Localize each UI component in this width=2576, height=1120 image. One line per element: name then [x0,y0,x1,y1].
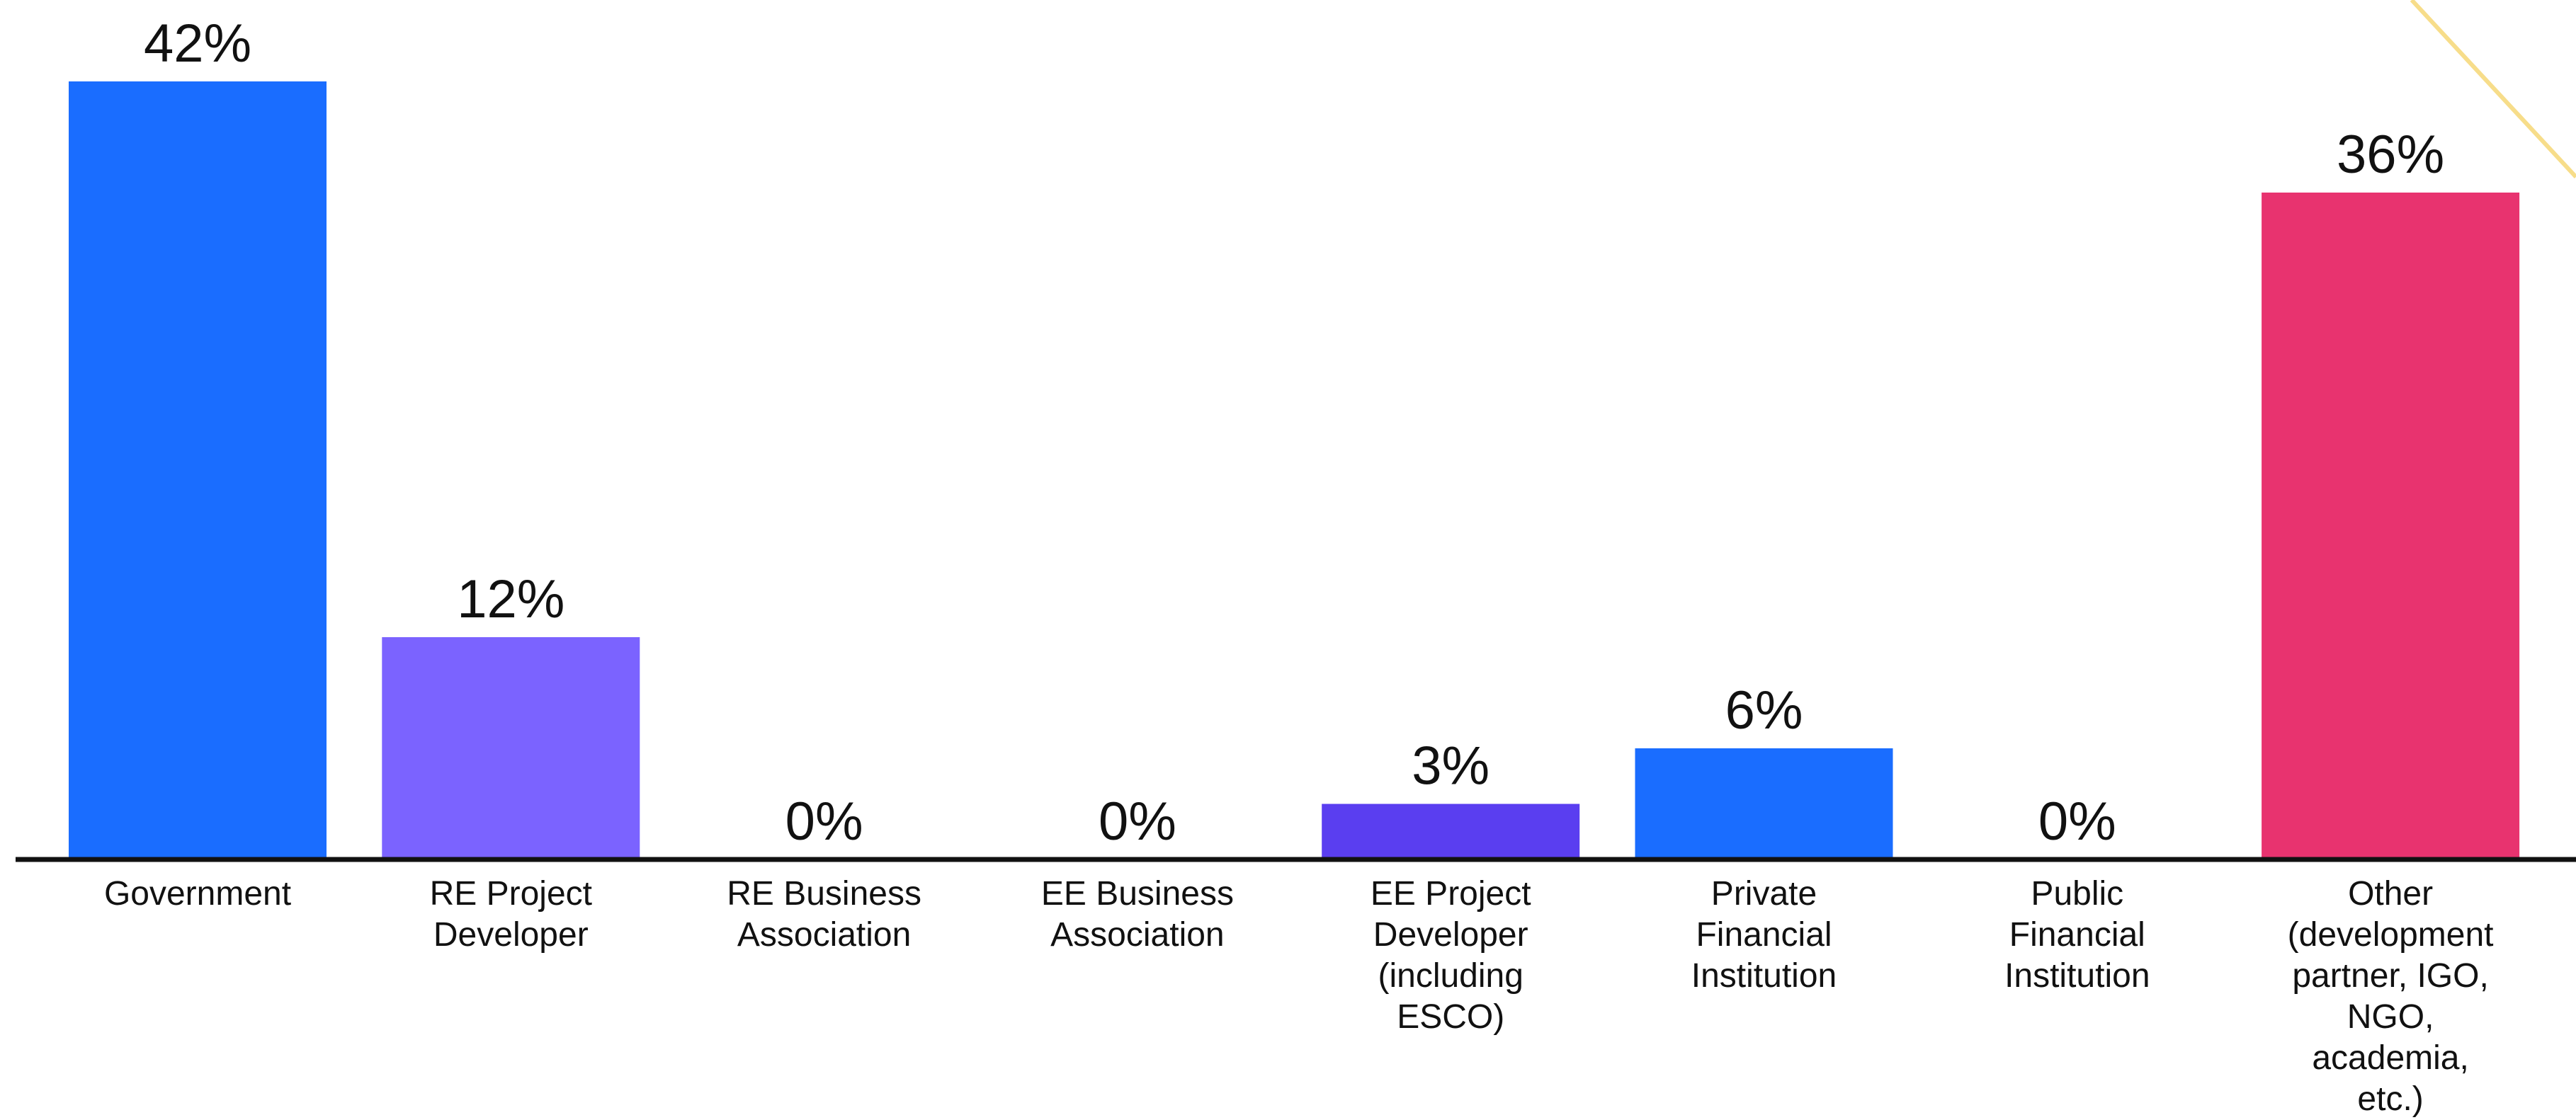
data-label-public: 0% [2038,792,2116,852]
category-label-ee-business: EE Business Association [1041,875,1234,954]
data-label-other: 36% [2337,125,2444,185]
data-label-private: 6% [1725,680,1803,741]
bar-private [1635,748,1893,859]
category-label-re-project: RE Project Developer [430,875,592,954]
bar-ee-project [1322,804,1580,859]
data-label-government: 42% [144,13,251,74]
bar-other [2262,193,2520,859]
corner-decoration-line [2410,0,2576,179]
category-label-private: Private Financial Institution [1691,875,1837,995]
tick-labels-layer: Government RE Project Developer RE Business… [104,875,2494,1118]
category-label-other: Other (development partner, IGO, NGO, academ… [2288,875,2494,1118]
value-labels-layer: 42% 12% 0% 0% 3% 6% 0% 36% [144,13,2444,852]
bar-government [69,81,327,859]
data-label-re-project: 12% [457,569,564,629]
data-label-ee-project: 3% [1412,736,1490,796]
bars-layer [69,81,2520,859]
category-label-ee-project: EE Project Developer (including ESCO) [1371,875,1531,1036]
category-label-government: Government [104,875,291,913]
category-label-public: Public Financial Institution [2004,875,2150,995]
bar-re-project [382,637,640,859]
category-label-re-business: RE Business Association [727,875,921,954]
data-label-re-business: 0% [785,792,863,852]
data-label-ee-business: 0% [1099,792,1176,852]
